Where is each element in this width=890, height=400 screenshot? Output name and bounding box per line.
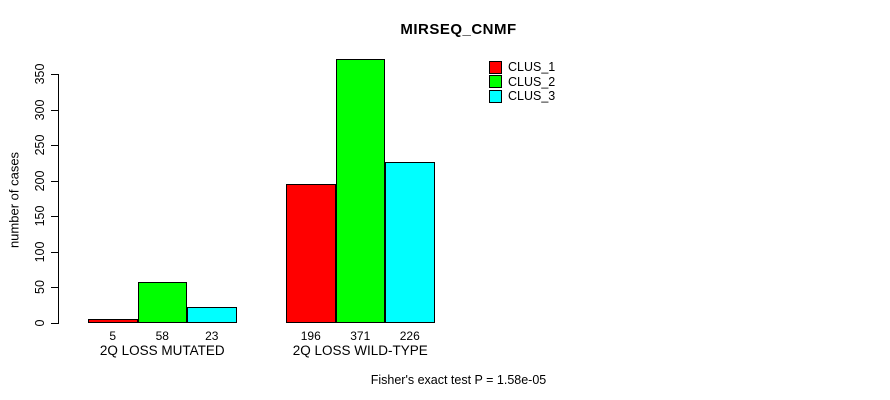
bar-clus_2-1 [137, 281, 187, 323]
y-axis-tick-label: 0 [33, 319, 47, 327]
y-axis-tick-label: 350 [33, 63, 47, 85]
bar-value-label: 226 [399, 329, 420, 343]
bar-clus_1-2 [286, 183, 336, 323]
y-axis-line [58, 74, 59, 324]
y-axis-tick [51, 145, 59, 147]
category-label: 2Q LOSS MUTATED [99, 343, 225, 358]
y-axis-tick [51, 216, 59, 218]
bar-clus_1-1 [88, 319, 138, 323]
y-axis-tick [51, 180, 59, 182]
y-axis-tick-label: 300 [33, 99, 47, 120]
legend-swatch-clus_2 [489, 75, 502, 89]
bar-value-label: 5 [109, 329, 117, 343]
y-axis-tick-label: 200 [33, 170, 47, 192]
bar-clus_2-2 [335, 59, 385, 323]
y-axis-tick [51, 74, 59, 75]
legend-label: CLUS_2 [508, 74, 556, 89]
category-label: 2Q LOSS WILD-TYPE [292, 343, 428, 358]
bar-value-label: 196 [300, 329, 321, 343]
y-axis-tick-label: 250 [33, 134, 47, 156]
legend-item-clus_2: CLUS_2 [489, 75, 555, 90]
y-axis-tick [51, 251, 59, 253]
bar-clus_3-2 [385, 162, 435, 323]
y-axis-label: number of cases [6, 151, 22, 249]
bar-clus_3-1 [187, 306, 237, 323]
legend-label: CLUS_3 [508, 89, 556, 104]
y-axis-tick [51, 287, 59, 289]
legend: CLUS_1 CLUS_2 CLUS_3 [489, 60, 555, 104]
legend-swatch-clus_1 [489, 60, 502, 74]
legend-label: CLUS_1 [508, 60, 556, 75]
bar-value-label: 58 [155, 329, 169, 343]
bar-value-label: 371 [350, 329, 371, 343]
y-axis-tick [51, 323, 59, 324]
legend-item-clus_1: CLUS_1 [489, 60, 555, 75]
y-axis-tick-label: 100 [33, 241, 47, 263]
fisher-test-annotation: Fisher's exact test P = 1.58e-05 [370, 373, 547, 387]
y-axis-tick-label: 50 [33, 280, 47, 295]
bar-value-label: 23 [205, 329, 219, 343]
chart-title: MIRSEQ_CNMF [400, 21, 517, 38]
legend-item-clus_3: CLUS_3 [489, 89, 555, 104]
y-axis-tick-label: 150 [33, 205, 47, 227]
legend-swatch-clus_3 [489, 89, 502, 103]
y-axis-tick [51, 109, 59, 111]
